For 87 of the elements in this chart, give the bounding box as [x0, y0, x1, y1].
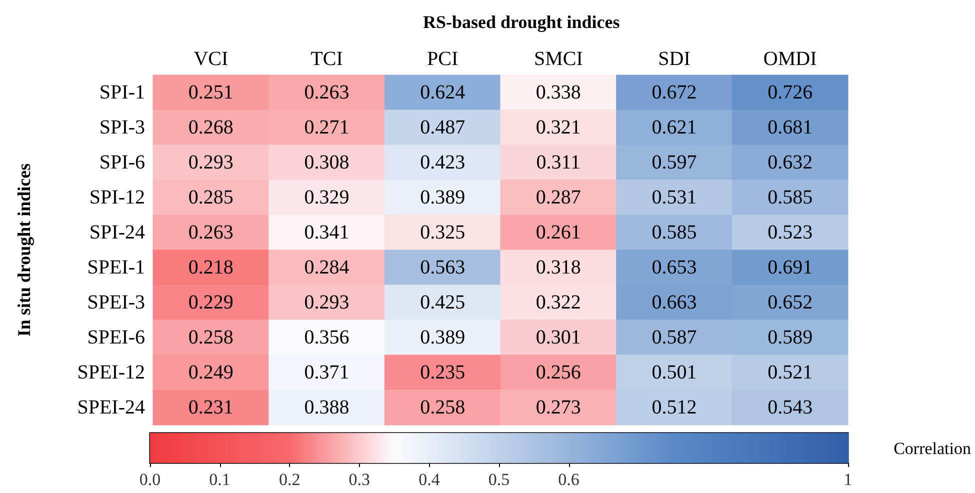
- data-label: 0.531: [652, 186, 697, 208]
- x-tick-label: PCI: [427, 48, 458, 70]
- y-tick-label: SPI-6: [99, 152, 145, 174]
- y-tick-label: SPI-12: [89, 186, 145, 208]
- data-label: 0.388: [304, 396, 350, 418]
- data-label: 0.287: [536, 186, 581, 208]
- data-label: 0.229: [188, 292, 234, 314]
- y-tick-label: SPEI-12: [77, 362, 145, 384]
- x-tick-label: SMCI: [534, 48, 583, 70]
- color-bar-label: 0.5: [488, 470, 510, 489]
- data-label: 0.325: [420, 222, 466, 244]
- data-label: 0.585: [652, 222, 697, 244]
- x-tick-label: TCI: [310, 48, 343, 70]
- data-label: 0.311: [536, 152, 581, 174]
- data-label: 0.563: [420, 256, 466, 278]
- data-label: 0.293: [188, 152, 234, 174]
- data-label: 0.653: [652, 256, 697, 278]
- data-label: 0.318: [536, 256, 581, 278]
- y-tick-label: SPEI-3: [87, 292, 145, 314]
- data-label: 0.321: [536, 116, 581, 138]
- data-label: 0.231: [188, 396, 234, 418]
- color-bar-title: Correlation: [894, 439, 972, 458]
- data-label: 0.389: [420, 186, 466, 208]
- data-label: 0.338: [536, 82, 581, 104]
- data-label: 0.293: [304, 292, 350, 314]
- data-label: 0.597: [652, 152, 697, 174]
- data-label: 0.258: [420, 396, 466, 418]
- color-bar-label: 0.0: [139, 470, 161, 489]
- x-tick-label: VCI: [194, 48, 228, 70]
- color-bar-label: 0.2: [278, 470, 300, 489]
- color-bar-label: 1: [844, 470, 852, 489]
- data-label: 0.341: [304, 222, 350, 244]
- data-label: 0.356: [304, 326, 350, 348]
- data-label: 0.691: [768, 256, 813, 278]
- data-label: 0.256: [536, 362, 581, 384]
- data-label: 0.632: [768, 152, 813, 174]
- chart-title: RS-based drought indices: [423, 12, 620, 32]
- data-label: 0.521: [768, 362, 813, 384]
- y-tick-label: SPEI-6: [87, 326, 145, 348]
- data-label: 0.308: [304, 152, 350, 174]
- data-label: 0.501: [652, 362, 697, 384]
- data-label: 0.726: [768, 82, 813, 104]
- data-label: 0.235: [420, 362, 466, 384]
- data-label: 0.251: [188, 82, 234, 104]
- data-label: 0.389: [420, 326, 466, 348]
- data-label: 0.523: [768, 222, 813, 244]
- data-label: 0.587: [652, 326, 697, 348]
- color-bar-label: 0.3: [348, 470, 370, 489]
- data-label: 0.263: [188, 222, 234, 244]
- data-label: 0.273: [536, 396, 581, 418]
- data-label: 0.621: [652, 116, 697, 138]
- data-label: 0.268: [188, 116, 234, 138]
- data-label: 0.263: [304, 82, 350, 104]
- data-label: 0.258: [188, 326, 234, 348]
- data-label: 0.271: [304, 116, 350, 138]
- data-label: 0.681: [768, 116, 813, 138]
- y-tick-label: SPI-3: [99, 116, 145, 138]
- y-tick-label: SPEI-1: [87, 256, 145, 278]
- data-label: 0.543: [768, 396, 813, 418]
- color-bar-label: 0.6: [558, 470, 580, 489]
- data-label: 0.652: [768, 292, 813, 314]
- data-label: 0.371: [304, 362, 350, 384]
- data-label: 0.663: [652, 292, 697, 314]
- data-label: 0.423: [420, 152, 466, 174]
- data-label: 0.585: [768, 186, 813, 208]
- data-label: 0.261: [536, 222, 581, 244]
- y-tick-label: SPI-1: [99, 82, 145, 104]
- y-axis-title: In situ drought indices: [14, 163, 34, 337]
- y-tick-label: SPI-24: [89, 222, 145, 244]
- data-label: 0.329: [304, 186, 350, 208]
- data-label: 0.589: [768, 326, 813, 348]
- color-bar-label: 0.4: [418, 470, 440, 489]
- data-label: 0.672: [652, 82, 697, 104]
- data-label: 0.218: [188, 256, 234, 278]
- x-tick-label: OMDI: [763, 48, 817, 70]
- data-label: 0.322: [536, 292, 581, 314]
- data-label: 0.249: [188, 362, 234, 384]
- y-tick-label: SPEI-24: [77, 396, 145, 418]
- data-label: 0.487: [420, 116, 466, 138]
- x-tick-label: SDI: [658, 48, 690, 70]
- data-label: 0.425: [420, 292, 466, 314]
- data-label: 0.624: [420, 82, 466, 104]
- data-label: 0.284: [304, 256, 350, 278]
- data-label: 0.512: [652, 396, 697, 418]
- data-label: 0.285: [188, 186, 234, 208]
- color-bar-label: 0.1: [209, 470, 230, 489]
- data-label: 0.301: [536, 326, 581, 348]
